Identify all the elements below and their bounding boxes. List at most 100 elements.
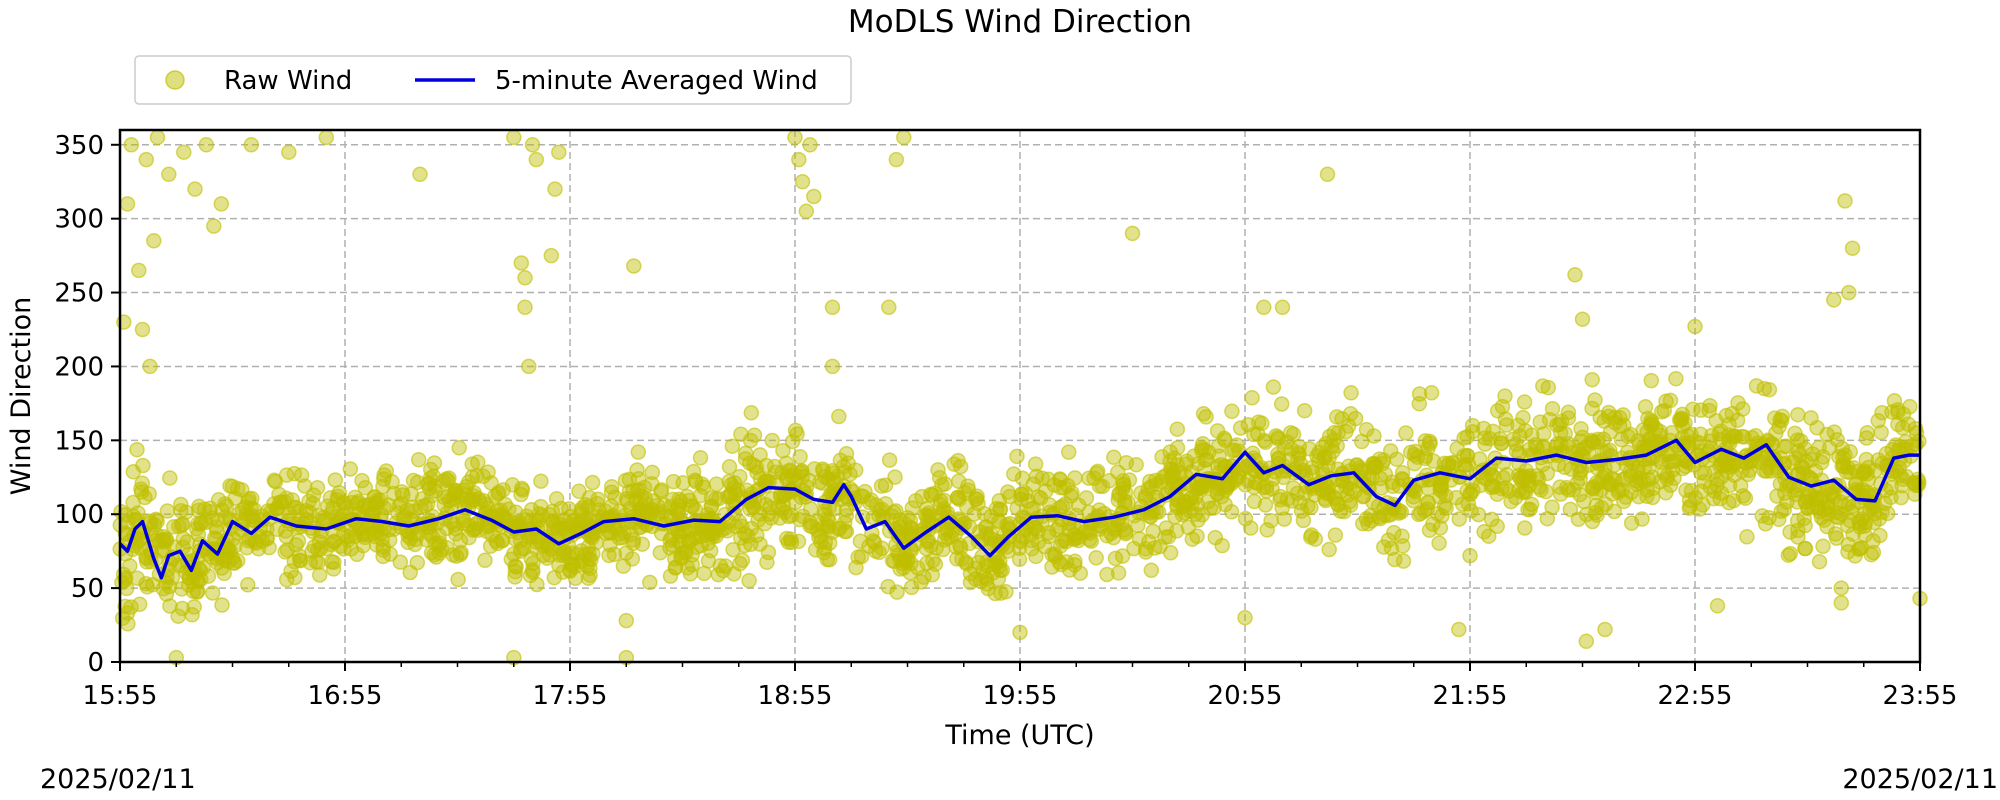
raw-wind-point <box>1246 426 1262 443</box>
raw-wind-point <box>1898 468 1915 485</box>
y-tick-label: 0 <box>87 648 104 678</box>
raw-wind-point <box>806 188 822 205</box>
raw-wind-point <box>419 496 436 512</box>
raw-wind-point <box>1833 595 1850 611</box>
raw-wind-point <box>1383 540 1400 557</box>
raw-wind-point <box>1520 469 1537 486</box>
raw-wind-point <box>327 472 344 488</box>
raw-wind-point <box>1052 479 1069 496</box>
raw-wind-point <box>1536 426 1552 442</box>
raw-wind-point <box>1438 488 1454 504</box>
raw-wind-point <box>684 498 701 515</box>
raw-wind-point <box>1232 420 1249 436</box>
raw-wind-point <box>728 518 744 535</box>
raw-wind-point <box>451 440 467 456</box>
raw-wind-point <box>517 299 533 316</box>
raw-wind-point <box>493 532 510 549</box>
raw-wind-point <box>1242 520 1259 536</box>
raw-wind-point <box>665 473 682 490</box>
raw-wind-point <box>931 469 948 486</box>
raw-wind-point <box>129 441 145 458</box>
raw-wind-point <box>1054 533 1071 549</box>
raw-wind-point <box>1837 193 1853 209</box>
raw-wind-point <box>343 541 359 557</box>
raw-wind-point <box>1411 386 1428 402</box>
raw-wind-point <box>218 498 235 514</box>
raw-wind-point <box>764 432 780 449</box>
x-tick-label: 17:55 <box>533 681 608 711</box>
raw-wind-point <box>1829 431 1845 448</box>
raw-wind-point <box>1550 456 1567 473</box>
raw-wind-point <box>366 489 382 506</box>
raw-wind-point <box>573 505 589 522</box>
raw-wind-point <box>1011 551 1028 568</box>
raw-wind-point <box>1276 511 1293 527</box>
raw-wind-point <box>1811 553 1828 570</box>
raw-wind-point <box>191 498 207 515</box>
raw-wind-point <box>1702 397 1718 414</box>
raw-wind-point <box>936 532 953 548</box>
x-tick-label: 15:55 <box>83 681 158 711</box>
raw-wind-point <box>155 529 172 545</box>
raw-wind-point <box>1291 446 1307 463</box>
raw-wind-point <box>1574 311 1591 327</box>
legend: Raw Wind 5-minute Averaged Wind <box>134 55 852 105</box>
raw-wind-point <box>133 481 149 497</box>
date-left: 2025/02/11 <box>40 764 196 795</box>
raw-wind-point <box>375 471 392 487</box>
raw-wind-point <box>630 444 647 460</box>
raw-wind-point <box>131 262 147 279</box>
raw-wind-point <box>162 470 178 486</box>
raw-wind-point <box>1462 547 1478 564</box>
raw-wind-point <box>1326 489 1343 506</box>
raw-wind-point <box>394 484 410 500</box>
raw-wind-point <box>1425 516 1441 532</box>
raw-wind-point <box>825 471 842 488</box>
raw-wind-point <box>998 584 1014 600</box>
raw-wind-point <box>853 548 870 565</box>
raw-wind-point <box>138 151 155 168</box>
raw-wind-point <box>405 472 422 489</box>
raw-wind-point <box>1431 535 1447 551</box>
raw-wind-point <box>588 534 604 551</box>
raw-wind-point <box>581 489 598 506</box>
raw-wind-point <box>1012 624 1028 641</box>
raw-wind-point <box>1189 496 1206 513</box>
raw-wind-point <box>1213 488 1230 505</box>
raw-wind-point <box>852 533 869 549</box>
raw-wind-point <box>214 597 230 613</box>
raw-wind-point <box>1327 527 1344 543</box>
raw-wind-point <box>1538 483 1554 500</box>
raw-wind-point <box>146 233 162 249</box>
raw-wind-point <box>141 486 157 502</box>
raw-wind-point <box>1124 225 1141 242</box>
raw-wind-point <box>464 492 480 508</box>
y-tick-label: 300 <box>54 205 104 235</box>
raw-wind-point <box>607 489 623 506</box>
raw-wind-point <box>704 525 721 542</box>
raw-wind-point <box>1117 525 1134 542</box>
raw-wind-point <box>1540 379 1557 396</box>
raw-wind-point <box>1137 541 1154 557</box>
raw-wind-point <box>1229 437 1245 453</box>
raw-wind-point <box>1398 425 1414 441</box>
raw-wind-point <box>1067 530 1083 546</box>
legend-averaged-wind-label: 5-minute Averaged Wind <box>495 66 818 96</box>
raw-wind-point <box>638 505 655 522</box>
raw-wind-point <box>525 555 541 572</box>
raw-wind-point <box>1503 493 1519 510</box>
raw-wind-point <box>513 255 530 271</box>
raw-wind-point <box>1300 498 1316 515</box>
raw-wind-point <box>853 488 870 504</box>
raw-wind-point <box>1612 410 1628 426</box>
y-axis-label: Wind Direction <box>6 297 37 495</box>
raw-wind-point <box>1158 467 1174 484</box>
raw-wind-point <box>1730 395 1746 411</box>
raw-wind-point <box>642 574 658 591</box>
raw-wind-point <box>412 166 428 183</box>
raw-wind-point <box>551 144 567 160</box>
x-tick-label: 22:55 <box>1658 681 1733 711</box>
raw-wind-point <box>551 519 568 536</box>
raw-wind-point <box>180 577 197 593</box>
raw-wind-point <box>311 567 328 583</box>
